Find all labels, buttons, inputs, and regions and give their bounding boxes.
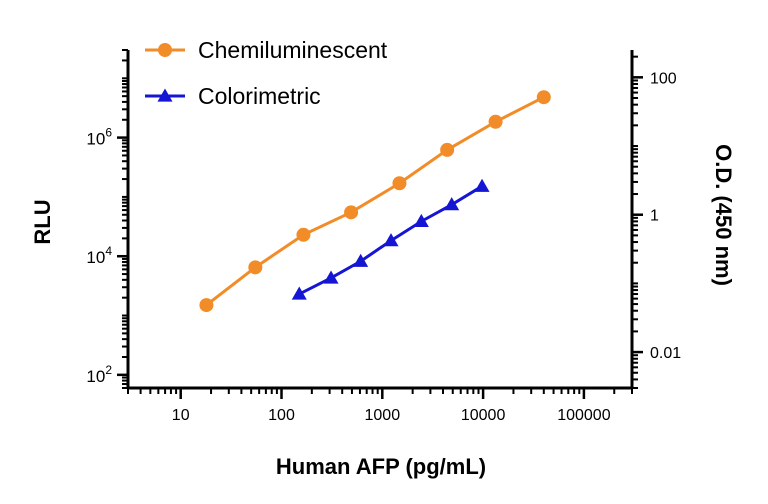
y-left-tick-label: 102 [86, 363, 112, 386]
data-point-colorimetric [323, 270, 339, 284]
data-point-chemiluminescent [488, 114, 503, 129]
y-right-tick-label: 0.01 [650, 345, 681, 362]
y-right-tick-label: 1 [650, 208, 659, 225]
series-line-chemiluminescent [205, 95, 545, 307]
data-point-colorimetric [413, 213, 429, 227]
legend: Chemiluminescent Colorimetric [145, 37, 388, 109]
series-layer [199, 90, 551, 313]
data-point-colorimetric [291, 286, 307, 300]
data-point-chemiluminescent [296, 227, 311, 242]
data-point-chemiluminescent [440, 142, 455, 157]
data-point-chemiluminescent [392, 176, 407, 191]
tick-base: 10 [86, 367, 105, 386]
data-point-chemiluminescent [344, 205, 359, 220]
tick-exponent: 6 [105, 126, 112, 140]
legend-label: Chemiluminescent [198, 37, 388, 63]
data-point-colorimetric [444, 197, 460, 211]
x-tick-label: 1000 [365, 407, 401, 424]
y-right-tick-label: 100 [650, 70, 677, 87]
x-tick-label: 100 [268, 407, 295, 424]
y-right-axis-title: O.D. (450 nm) [711, 144, 736, 286]
x-tick-label: 10 [172, 407, 190, 424]
tick-exponent: 4 [105, 244, 112, 258]
legend-label: Colorimetric [198, 83, 321, 109]
y-left-axis-title: RLU [30, 199, 55, 244]
tick-base: 10 [86, 248, 105, 267]
x-axis-title: Human AFP (pg/mL) [276, 454, 486, 479]
data-point-chemiluminescent [199, 298, 214, 313]
data-point-colorimetric [353, 253, 369, 267]
y-left-tick-label: 106 [86, 126, 112, 149]
y-left-tick-label: 104 [86, 244, 112, 267]
x-tick-label: 100000 [557, 407, 610, 424]
data-point-chemiluminescent [536, 90, 551, 105]
legend-marker-triangle [157, 88, 173, 102]
x-tick-label: 10000 [461, 407, 506, 424]
data-point-colorimetric [383, 233, 399, 247]
data-point-chemiluminescent [248, 260, 263, 275]
data-point-colorimetric [474, 178, 490, 192]
tick-base: 10 [86, 130, 105, 149]
tick-exponent: 2 [105, 363, 112, 377]
legend-marker-circle [158, 43, 172, 57]
